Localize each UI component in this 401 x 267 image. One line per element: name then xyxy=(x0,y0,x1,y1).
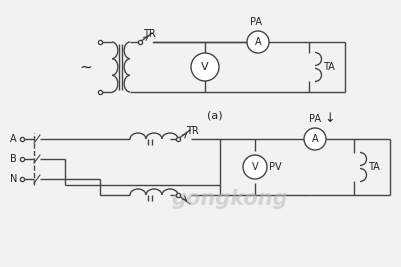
Text: gongkong: gongkong xyxy=(172,189,288,209)
Circle shape xyxy=(191,53,219,81)
Circle shape xyxy=(247,31,269,53)
Text: B: B xyxy=(10,154,17,164)
Circle shape xyxy=(304,128,326,150)
Text: TA: TA xyxy=(368,162,380,172)
Text: (a): (a) xyxy=(207,110,223,120)
Text: A: A xyxy=(312,134,318,144)
Text: PA: PA xyxy=(250,17,262,27)
Text: V: V xyxy=(201,62,209,72)
Text: A: A xyxy=(255,37,261,47)
Text: TR: TR xyxy=(143,29,156,39)
Text: N: N xyxy=(10,174,17,184)
Text: V: V xyxy=(252,162,258,172)
Text: ~: ~ xyxy=(80,60,92,74)
Circle shape xyxy=(243,155,267,179)
Text: TA: TA xyxy=(323,62,335,72)
Text: PV: PV xyxy=(269,162,282,172)
Text: A: A xyxy=(10,134,17,144)
Text: TR: TR xyxy=(186,126,199,136)
Text: PA: PA xyxy=(309,114,321,124)
Text: ↓: ↓ xyxy=(325,112,335,125)
